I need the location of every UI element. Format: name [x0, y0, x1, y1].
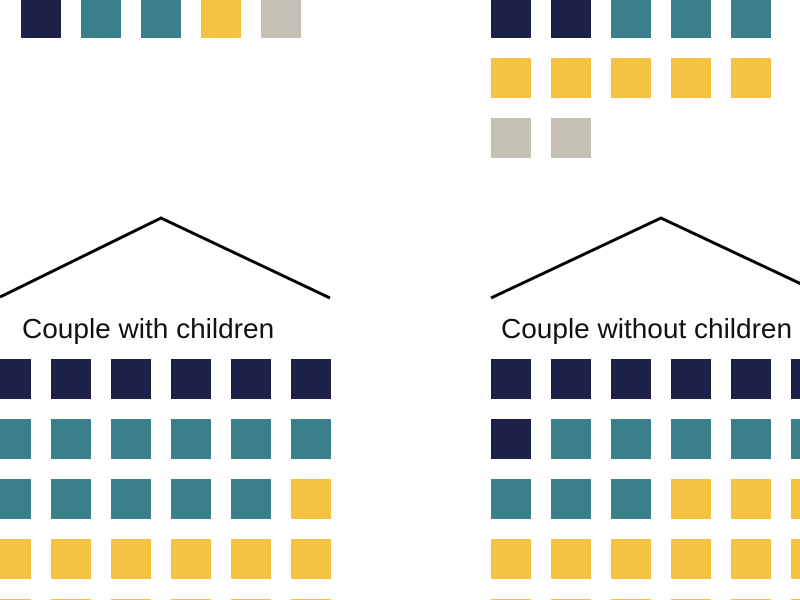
waffle-square [111, 359, 151, 399]
waffle-square [731, 539, 771, 579]
waffle-square [51, 419, 91, 459]
roof [0, 216, 331, 300]
waffle-square [0, 419, 31, 459]
waffle-square [111, 479, 151, 519]
waffle-square [81, 0, 121, 38]
waffle-square [51, 539, 91, 579]
waffle-square [231, 419, 271, 459]
waffle-square [671, 419, 711, 459]
waffle-square [551, 359, 591, 399]
waffle-square [201, 0, 241, 38]
waffle-square [731, 419, 771, 459]
waffle-square [111, 419, 151, 459]
waffle-square [551, 539, 591, 579]
waffle-square [731, 479, 771, 519]
waffle-square [611, 479, 651, 519]
waffle-square [171, 419, 211, 459]
waffle-square [261, 0, 301, 38]
waffle-square [231, 539, 271, 579]
waffle-square [21, 0, 61, 38]
waffle-square [141, 0, 181, 38]
roof [490, 216, 800, 300]
waffle-square [171, 359, 211, 399]
waffle-square [171, 539, 211, 579]
waffle-square [791, 419, 800, 459]
waffle-square [491, 479, 531, 519]
waffle-square [731, 58, 771, 98]
waffle-square [111, 539, 151, 579]
waffle-square [291, 419, 331, 459]
waffle-square [491, 0, 531, 38]
waffle-square [671, 539, 711, 579]
waffle-square [611, 0, 651, 38]
waffle-square [611, 419, 651, 459]
waffle-square [731, 359, 771, 399]
waffle-square [551, 0, 591, 38]
waffle-square [291, 479, 331, 519]
panel-label: Couple without children [501, 313, 792, 344]
waffle-square [611, 359, 651, 399]
waffle-square [231, 479, 271, 519]
waffle-square [491, 539, 531, 579]
waffle-square [671, 359, 711, 399]
waffle-square [291, 539, 331, 579]
waffle-square [731, 0, 771, 38]
waffle-square [551, 479, 591, 519]
waffle-square [671, 58, 711, 98]
waffle-square [0, 479, 31, 519]
waffle-square [0, 359, 31, 399]
waffle-square [491, 118, 531, 158]
waffle-square [551, 58, 591, 98]
waffle-square [791, 359, 800, 399]
waffle-square [51, 479, 91, 519]
waffle-square [671, 0, 711, 38]
waffle-square [291, 359, 331, 399]
panel-label: Couple with children [22, 313, 274, 344]
waffle-square [611, 58, 651, 98]
waffle-square [791, 539, 800, 579]
waffle-square [0, 539, 31, 579]
waffle-square [491, 359, 531, 399]
waffle-square [551, 118, 591, 158]
waffle-square [51, 359, 91, 399]
waffle-square [551, 419, 591, 459]
waffle-square [491, 58, 531, 98]
waffle-square [171, 479, 211, 519]
waffle-square [231, 359, 271, 399]
waffle-square [671, 479, 711, 519]
waffle-square [791, 479, 800, 519]
waffle-square [611, 539, 651, 579]
waffle-square [491, 419, 531, 459]
